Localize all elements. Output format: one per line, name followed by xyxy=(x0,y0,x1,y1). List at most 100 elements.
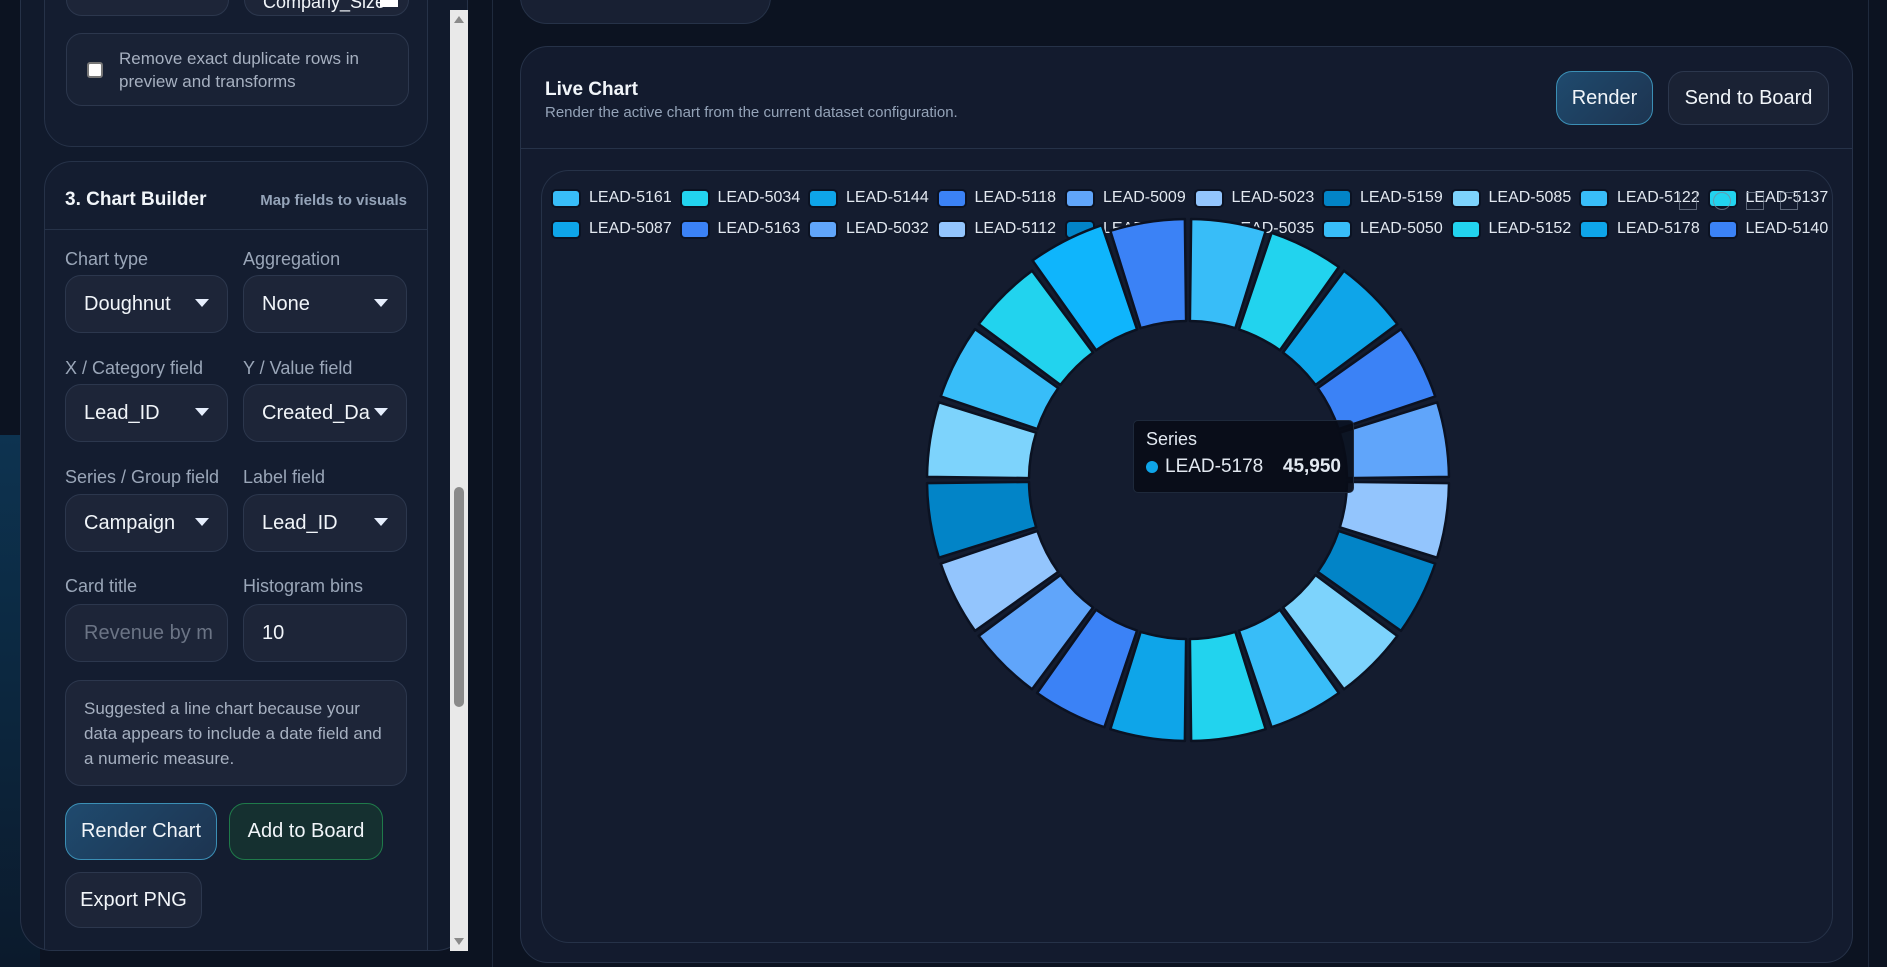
y-field-select[interactable]: Created_Da xyxy=(243,384,407,442)
live-chart-title: Live Chart xyxy=(545,79,638,100)
render-button[interactable]: Render xyxy=(1556,71,1653,125)
donut-segment[interactable] xyxy=(1031,223,1139,352)
restore-icon[interactable] xyxy=(1780,192,1798,210)
send-to-board-button[interactable]: Send to Board xyxy=(1668,71,1829,125)
render-chart-button[interactable]: Render Chart xyxy=(65,803,217,860)
export-png-button[interactable]: Export PNG xyxy=(65,872,202,928)
legend-swatch xyxy=(1581,190,1607,206)
donut-segment[interactable] xyxy=(1188,630,1267,743)
legend-label: LEAD-5023 xyxy=(1231,189,1315,206)
legend-item[interactable]: LEAD-5163 xyxy=(681,220,800,238)
suggestion-box: Suggested a line chart because your data… xyxy=(65,680,407,786)
legend-item[interactable]: LEAD-5032 xyxy=(810,220,929,238)
tooltip-label: LEAD-5178 xyxy=(1165,456,1264,477)
donut-segment[interactable] xyxy=(925,480,1038,559)
legend-swatch xyxy=(553,221,579,237)
legend-item[interactable]: LEAD-5050 xyxy=(1324,220,1443,238)
legend-label: LEAD-5112 xyxy=(974,220,1057,237)
legend-label: LEAD-5159 xyxy=(1360,189,1443,206)
legend-swatch xyxy=(1195,190,1222,206)
legend-swatch xyxy=(1067,190,1093,206)
tooltip-value: 45,950 xyxy=(1282,456,1341,477)
chart-area: LEAD-5161 LEAD-5034 LEAD-5144 LEAD-5118 LEAD… xyxy=(541,170,1833,943)
donut-segment[interactable] xyxy=(1316,327,1437,431)
donut-segment[interactable] xyxy=(1316,529,1437,633)
donut-segment[interactable] xyxy=(1188,217,1267,330)
legend-swatch xyxy=(1452,190,1479,206)
add-to-board-button[interactable]: Add to Board xyxy=(229,803,383,860)
donut-segment[interactable] xyxy=(1237,231,1341,352)
dedupe-checkbox[interactable] xyxy=(87,62,103,78)
divider xyxy=(492,0,493,967)
donut-segment[interactable] xyxy=(1281,269,1399,387)
legend-swatch xyxy=(681,190,708,206)
label-field-select[interactable]: Lead_ID xyxy=(243,494,407,552)
dedupe-option[interactable]: Remove exact duplicate rows in preview a… xyxy=(66,33,409,106)
download-icon[interactable] xyxy=(1679,192,1697,210)
legend-item[interactable]: LEAD-5159 xyxy=(1324,189,1443,207)
donut-segment[interactable] xyxy=(977,269,1095,387)
chevron-down-icon xyxy=(374,299,388,307)
legend-item[interactable]: LEAD-5085 xyxy=(1452,189,1571,207)
legend-item[interactable]: LEAD-5161 xyxy=(553,189,672,207)
legend-swatch xyxy=(1452,221,1479,237)
donut-segment[interactable] xyxy=(1109,630,1188,743)
legend-label: LEAD-5144 xyxy=(846,189,929,206)
top-select-left[interactable] xyxy=(66,0,229,16)
refresh-icon[interactable] xyxy=(1713,192,1731,210)
aggregation-label: Aggregation xyxy=(243,249,341,269)
bins-input[interactable]: 10 xyxy=(243,604,407,662)
legend-label: LEAD-5152 xyxy=(1488,220,1572,237)
legend-item[interactable]: LEAD-5034 xyxy=(681,189,801,207)
live-chart-subtitle: Render the active chart from the current… xyxy=(545,104,958,121)
donut-segment[interactable] xyxy=(1109,217,1188,330)
legend-item[interactable]: LEAD-5178 xyxy=(1581,220,1700,238)
legend-item[interactable]: LEAD-5023 xyxy=(1195,189,1315,207)
donut-segment[interactable] xyxy=(1035,608,1139,729)
donut-segment[interactable] xyxy=(939,529,1060,633)
top-select-right[interactable]: Company_Size xyxy=(244,0,409,16)
legend-label: LEAD-5009 xyxy=(1103,189,1186,206)
doughnut-chart xyxy=(925,217,1451,743)
legend-swatch xyxy=(810,221,836,237)
x-field-label: X / Category field xyxy=(65,358,204,378)
legend-swatch xyxy=(810,190,836,206)
legend-item[interactable]: LEAD-5009 xyxy=(1067,189,1186,207)
x-field-select[interactable]: Lead_ID xyxy=(65,384,228,442)
legend-label: LEAD-5034 xyxy=(717,189,801,206)
legend-swatch xyxy=(1581,221,1607,237)
left-panel: Company_Size Remove exact duplicate rows… xyxy=(20,0,468,951)
donut-segment[interactable] xyxy=(939,327,1060,431)
bins-label: Histogram bins xyxy=(243,576,364,596)
chevron-down-icon xyxy=(374,408,388,416)
scroll-down-icon[interactable] xyxy=(454,938,464,945)
zoom-icon[interactable] xyxy=(1746,192,1764,210)
legend-item[interactable]: LEAD-5152 xyxy=(1452,220,1572,238)
chart-type-select[interactable]: Doughnut xyxy=(65,275,228,333)
legend-label: LEAD-5050 xyxy=(1360,220,1443,237)
builder-title: 3. Chart Builder xyxy=(65,189,207,210)
legend-item[interactable]: LEAD-5087 xyxy=(553,220,672,238)
legend-item[interactable]: LEAD-5112 xyxy=(938,220,1057,238)
legend-item[interactable]: LEAD-5140 xyxy=(1709,220,1828,238)
left-scrollbar[interactable] xyxy=(450,10,468,951)
legend-swatch xyxy=(938,221,965,237)
donut-segment[interactable] xyxy=(977,573,1095,691)
legend-swatch xyxy=(1324,190,1350,206)
series-field-select[interactable]: Campaign xyxy=(65,494,228,552)
legend-label: LEAD-5178 xyxy=(1617,220,1700,237)
legend-label: LEAD-5118 xyxy=(974,189,1057,206)
legend-item[interactable]: LEAD-5118 xyxy=(938,189,1057,207)
scroll-up-icon[interactable] xyxy=(454,16,464,23)
scroll-thumb[interactable] xyxy=(454,487,464,707)
legend-item[interactable]: LEAD-5144 xyxy=(810,189,929,207)
legend-swatch xyxy=(938,190,965,206)
tooltip-marker-icon xyxy=(1146,461,1158,473)
donut-segment[interactable] xyxy=(1237,608,1341,729)
donut-segment[interactable] xyxy=(1281,573,1399,691)
card-title-input[interactable]: Revenue by m xyxy=(65,604,228,662)
legend-swatch xyxy=(1324,221,1350,237)
chevron-down-icon xyxy=(195,299,209,307)
donut-segment[interactable] xyxy=(925,401,1038,480)
aggregation-select[interactable]: None xyxy=(243,275,407,333)
